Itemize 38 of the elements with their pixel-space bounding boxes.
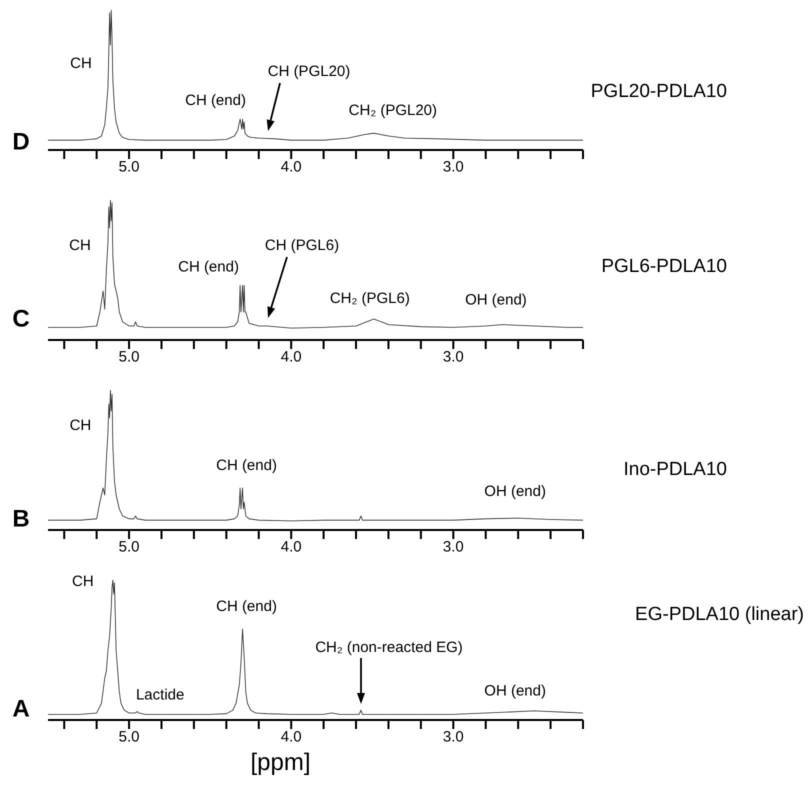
text: D <box>12 128 30 156</box>
x-tick-label: 3.0 <box>442 538 464 556</box>
annotation: CH <box>70 55 92 72</box>
x-tick-label: 5.0 <box>118 538 140 556</box>
annotation: CH <box>69 237 91 254</box>
x-tick-label: 4.0 <box>280 728 302 746</box>
annotation: OH (end) <box>465 292 527 309</box>
x-tick-label: 3.0 <box>442 348 464 366</box>
text: PGL6-PDLA10 <box>601 256 727 277</box>
annotation: CH₂ (PGL6) <box>330 290 410 307</box>
annotation: CH <box>72 573 94 590</box>
text: C <box>12 305 30 332</box>
x-tick-label: 4.0 <box>280 348 302 366</box>
annotation: CH (PGL20) <box>268 63 350 80</box>
annotation: CH (end) <box>185 92 246 110</box>
annotation: CH (end) <box>216 598 277 615</box>
x-tick-label: 4.0 <box>280 158 302 176</box>
text: Ino-PDLA10 <box>623 459 727 480</box>
annotation: CH (end) <box>216 457 277 474</box>
x-tick-label: 5.0 <box>118 728 140 746</box>
x-axis-title: [ppm] <box>250 749 311 776</box>
x-tick-label: 3.0 <box>442 158 464 176</box>
annotation: CH <box>70 417 92 434</box>
x-tick-label: 5.0 <box>118 158 140 176</box>
text: B <box>12 505 30 532</box>
x-tick-label: 4.0 <box>280 538 302 556</box>
annotation: OH (end) <box>484 483 546 500</box>
x-tick-label: 5.0 <box>118 348 140 366</box>
annotation: CH (end) <box>178 258 239 276</box>
text: PGL20-PDLA10 <box>590 81 727 102</box>
text: A <box>12 695 30 722</box>
annotation: CH₂ (PGL20) <box>348 102 438 120</box>
annotation: CH (PGL6) <box>264 237 340 254</box>
annotation: CH₂ (non-reacted EG) <box>315 639 463 656</box>
x-tick-label: 3.0 <box>442 728 464 746</box>
annotation: OH (end) <box>484 682 546 700</box>
text: EG-PDLA10 (linear) <box>635 604 804 625</box>
annotation: Lactide <box>136 686 184 704</box>
